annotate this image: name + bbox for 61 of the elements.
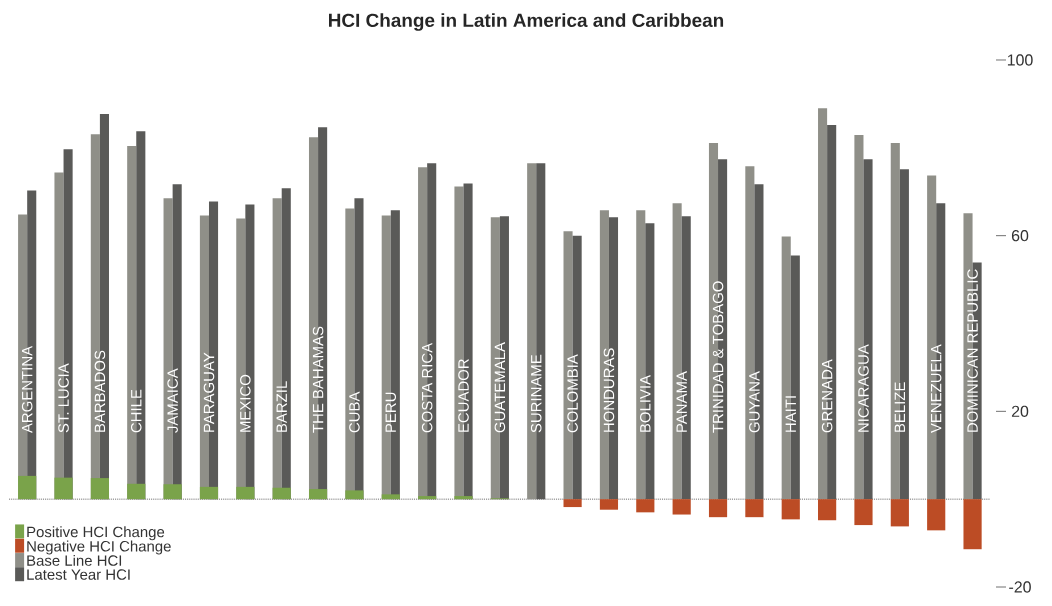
x-tick-label: TRINIDAD & TOBAGO — [712, 281, 724, 433]
x-tick-label: BOLIVIA — [640, 374, 651, 432]
bar — [672, 499, 691, 515]
legend-label: Negative HCI Change — [27, 540, 171, 555]
x-tick-label: PANAMA — [676, 371, 687, 432]
x-tick-label: BARZIL — [276, 381, 287, 432]
bar — [199, 486, 219, 500]
x-tick-label: NICARAGUA — [858, 344, 869, 432]
bar — [599, 499, 619, 510]
x-tick-label: DOMINICAN REPUBLIC — [967, 269, 978, 432]
bar — [345, 490, 364, 500]
x-tick-label: GUATEMALA — [494, 342, 506, 433]
x-tick-label: THE BAHAMAS — [312, 326, 324, 433]
bar — [54, 477, 73, 500]
x-tick-label: ST. LUCIA — [58, 363, 69, 433]
bar — [163, 484, 182, 500]
x-tick-label: COSTA RICA — [421, 342, 433, 433]
bar — [308, 489, 328, 500]
bar — [745, 499, 764, 518]
bar — [236, 486, 255, 500]
legend-label: Positive HCI Change — [27, 526, 165, 541]
y-tick-label: -20 — [1009, 581, 1031, 593]
bar — [418, 496, 437, 500]
x-tick-label: GUYANA — [749, 371, 760, 433]
bar — [381, 494, 400, 500]
bar — [927, 499, 946, 531]
legend-label: Latest Year HCI — [27, 569, 130, 580]
x-tick-label: VENEZUELA — [930, 344, 942, 434]
x-tick-label: ARGENTINA — [21, 345, 33, 434]
bar — [127, 483, 146, 500]
bar — [781, 499, 800, 520]
x-tick-label: BELIZE — [894, 382, 905, 432]
x-tick-label: CUBA — [349, 391, 360, 433]
bar — [818, 499, 837, 521]
chart-title: HCI Change in Latin America and Caribbean — [329, 13, 724, 31]
bar — [18, 475, 37, 500]
y-tick-label: 60 — [1011, 230, 1029, 242]
x-tick-label: GRENADA — [821, 359, 833, 433]
x-tick-label: CHILE — [130, 389, 142, 433]
x-tick-label: MEXICO — [240, 374, 251, 432]
bar — [708, 499, 728, 518]
x-tick-label: ECUADOR — [458, 359, 469, 432]
bar — [90, 478, 109, 500]
bar — [563, 499, 582, 508]
bar — [636, 499, 655, 513]
y-tick-label: 100 — [1007, 54, 1033, 66]
x-tick-label: JAMAICA — [167, 368, 178, 433]
x-tick-label: PARAGUAY — [203, 352, 215, 432]
legend-label: Base Line HCI — [27, 554, 122, 566]
x-tick-label: BARBADOS — [94, 350, 106, 432]
bar — [854, 499, 873, 526]
x-tick-label: HAITI — [785, 396, 796, 432]
x-tick-label: PERU — [385, 392, 396, 432]
bar — [963, 499, 982, 550]
y-tick-label: 20 — [1011, 405, 1029, 417]
x-tick-label: SURINAME — [530, 354, 542, 433]
bar — [272, 487, 291, 500]
x-tick-label: COLOMBIA — [567, 354, 578, 433]
bar — [890, 499, 909, 527]
bar — [454, 496, 473, 500]
x-tick-label: HONDURAS — [603, 348, 615, 432]
